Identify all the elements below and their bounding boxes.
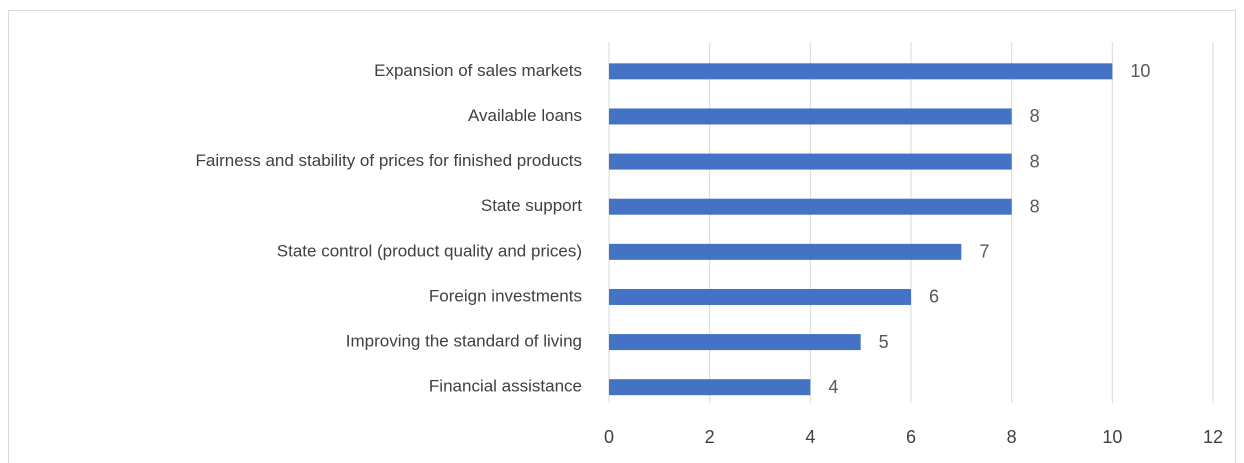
x-tick-label: 10: [1102, 427, 1122, 447]
value-label: 10: [1130, 61, 1150, 81]
bar: [609, 288, 911, 305]
x-tick-label: 8: [1007, 427, 1017, 447]
bar: [609, 334, 861, 351]
category-label: State support: [481, 196, 582, 215]
x-tick-label: 6: [906, 427, 916, 447]
value-label: 8: [1030, 151, 1040, 171]
bar: [609, 243, 962, 260]
x-tick-label: 0: [604, 427, 614, 447]
bar: [609, 153, 1012, 170]
category-label: Financial assistance: [429, 377, 582, 396]
value-label: 7: [979, 242, 989, 262]
category-label: State control (product quality and price…: [277, 241, 582, 260]
bar: [609, 379, 811, 396]
value-label: 4: [828, 377, 838, 397]
bar: [609, 108, 1012, 125]
category-label: Expansion of sales markets: [374, 61, 582, 80]
value-label: 6: [929, 287, 939, 307]
x-tick-label: 4: [805, 427, 815, 447]
x-tick-label: 2: [705, 427, 715, 447]
value-label: 5: [879, 332, 889, 352]
value-label: 8: [1030, 196, 1040, 216]
bar: [609, 63, 1113, 80]
category-label: Available loans: [468, 106, 582, 125]
x-tick-label: 12: [1203, 427, 1223, 447]
value-label: 8: [1030, 106, 1040, 126]
bar: [609, 198, 1012, 215]
category-label: Improving the standard of living: [346, 332, 582, 351]
category-label: Fairness and stability of prices for fin…: [196, 151, 582, 170]
category-label: Foreign investments: [429, 286, 582, 305]
